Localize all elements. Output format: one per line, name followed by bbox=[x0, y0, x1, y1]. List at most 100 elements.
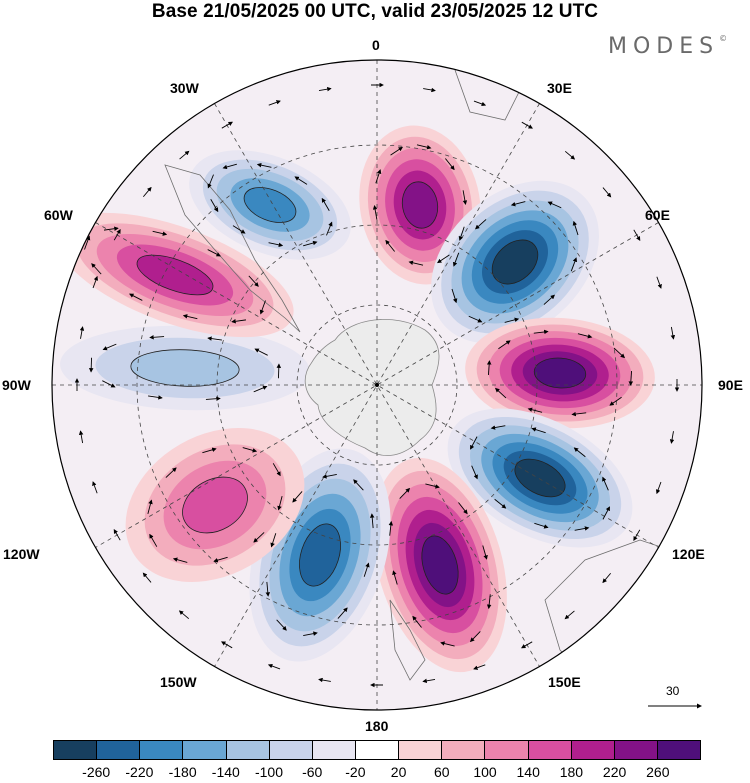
wind-vector-arrow bbox=[458, 502, 468, 515]
colorbar-tick-label: 180 bbox=[559, 764, 584, 780]
wind-vector-arrow bbox=[494, 498, 507, 509]
colorbar-cell bbox=[614, 741, 658, 759]
colorbar-tick-label: 20 bbox=[390, 764, 407, 780]
colorbar-tick-label: -20 bbox=[345, 764, 366, 780]
colorbar-cell bbox=[97, 741, 141, 759]
wind-vector-arrow bbox=[486, 360, 492, 376]
wind-vector-arrow bbox=[445, 158, 455, 171]
colorbar-cell bbox=[399, 741, 443, 759]
wind-vector-arrow bbox=[165, 467, 177, 478]
wind-vector-arrow bbox=[602, 476, 609, 491]
anomaly-contour bbox=[130, 349, 240, 387]
reference-vector-label: 30 bbox=[666, 684, 680, 698]
wind-vector-arrow bbox=[628, 370, 634, 386]
colorbar-tick-label: -140 bbox=[211, 764, 240, 780]
lobe-negative-90w bbox=[60, 325, 310, 411]
wind-vector-arrow bbox=[475, 219, 487, 230]
wind-vector-arrow bbox=[353, 479, 364, 491]
wind-vector-arrow bbox=[412, 615, 422, 628]
wind-vector-arrow bbox=[609, 396, 622, 406]
colorbar-cell bbox=[528, 741, 572, 759]
wind-vector-arrow bbox=[392, 570, 398, 585]
wind-vector-arrow bbox=[602, 187, 612, 198]
wind-vector-arrow bbox=[152, 230, 168, 236]
wind-vector-arrow bbox=[147, 499, 153, 514]
wind-vector-arrow bbox=[670, 326, 676, 340]
wind-vector-arrow bbox=[574, 526, 590, 531]
lon-label-120e: 120E bbox=[672, 546, 705, 562]
colorbar-cell bbox=[312, 741, 356, 759]
wind-vector-arrow bbox=[102, 380, 116, 388]
wind-vector-arrow bbox=[303, 631, 318, 637]
anomaly-field bbox=[56, 125, 655, 673]
wind-vector-arrow bbox=[268, 242, 284, 248]
wind-vector-arrow bbox=[656, 276, 662, 289]
modes-logo: MODES© bbox=[608, 34, 727, 59]
wind-vector-arrow bbox=[318, 677, 331, 683]
wind-vector-arrow bbox=[527, 407, 543, 413]
wind-vector-arrow bbox=[602, 506, 610, 520]
lon-label-30w: 30W bbox=[170, 80, 199, 96]
wind-vector-arrow bbox=[369, 513, 375, 529]
wind-vector-arrow bbox=[92, 481, 98, 494]
wind-vector-arrow bbox=[129, 293, 143, 301]
wind-vector-arrow bbox=[633, 229, 641, 241]
wind-vector-arrow bbox=[292, 491, 303, 503]
lon-label-90w: 90W bbox=[2, 377, 31, 393]
wind-vector-arrow bbox=[458, 226, 465, 241]
wind-vector-arrow bbox=[326, 221, 333, 236]
wind-vector-arrow bbox=[602, 572, 612, 584]
lobe-positive-90e bbox=[465, 317, 655, 429]
wind-vector-arrow bbox=[470, 436, 478, 450]
wind-vector-arrow bbox=[84, 235, 91, 250]
wind-vector-arrow bbox=[437, 254, 450, 264]
brand-text: MODES bbox=[608, 34, 720, 59]
wind-vector-arrow bbox=[534, 522, 549, 529]
wind-vector-arrow bbox=[256, 162, 272, 168]
lon-label-0: 0 bbox=[372, 37, 380, 53]
anomaly-contour bbox=[136, 254, 214, 296]
wind-vector-arrow bbox=[416, 144, 432, 150]
wind-vector-arrow bbox=[149, 335, 165, 340]
anomaly-contour bbox=[514, 458, 566, 498]
wind-vector-arrow bbox=[390, 146, 403, 156]
wind-vector-arrow bbox=[543, 294, 555, 305]
wind-vector-arrow bbox=[248, 275, 259, 287]
wind-vector-arrow bbox=[270, 533, 277, 548]
colorbar-tick-label: -220 bbox=[125, 764, 154, 780]
wind-vector-arrow bbox=[92, 275, 99, 289]
wind-vector-arrow bbox=[490, 425, 506, 430]
wind-vector-arrow bbox=[425, 483, 440, 489]
wind-vector-arrow bbox=[422, 678, 436, 684]
wind-vector-arrow bbox=[473, 664, 486, 670]
lobe-positive-165e bbox=[373, 457, 507, 673]
lon-label-90e: 90E bbox=[718, 377, 743, 393]
pole-marker bbox=[375, 383, 379, 387]
wind-vector-arrow bbox=[102, 343, 117, 351]
wind-vector-arrow bbox=[267, 663, 281, 670]
colorbar-cell bbox=[442, 741, 486, 759]
wind-vector-arrow bbox=[669, 431, 675, 444]
colorbar-cell bbox=[54, 741, 98, 759]
wind-vector-arrow bbox=[572, 220, 579, 236]
wind-vector-arrow bbox=[510, 201, 526, 207]
wind-vector-arrow bbox=[613, 347, 626, 359]
lon-label-30e: 30E bbox=[547, 80, 572, 96]
lon-label-150w: 150W bbox=[160, 674, 197, 690]
colorbar-tick-label: -100 bbox=[254, 764, 284, 780]
colorbar-tick-label: 60 bbox=[434, 764, 450, 780]
colorbar-cell bbox=[183, 741, 227, 759]
colorbar-tick-label: 100 bbox=[473, 764, 497, 780]
wind-vector-arrow bbox=[322, 473, 337, 479]
wind-vector-arrow bbox=[494, 387, 507, 399]
wind-vector-arrow bbox=[78, 430, 84, 444]
lon-label-60w: 60W bbox=[44, 207, 73, 223]
wind-vector-arrow bbox=[399, 487, 411, 499]
wind-vector-arrow bbox=[182, 314, 198, 320]
wind-vector-arrow bbox=[232, 225, 246, 234]
wind-vector-arrow bbox=[375, 169, 382, 184]
wind-vector-arrow bbox=[498, 340, 511, 350]
lon-label-180: 180 bbox=[365, 718, 389, 734]
lobe-positive-120w bbox=[125, 427, 305, 583]
